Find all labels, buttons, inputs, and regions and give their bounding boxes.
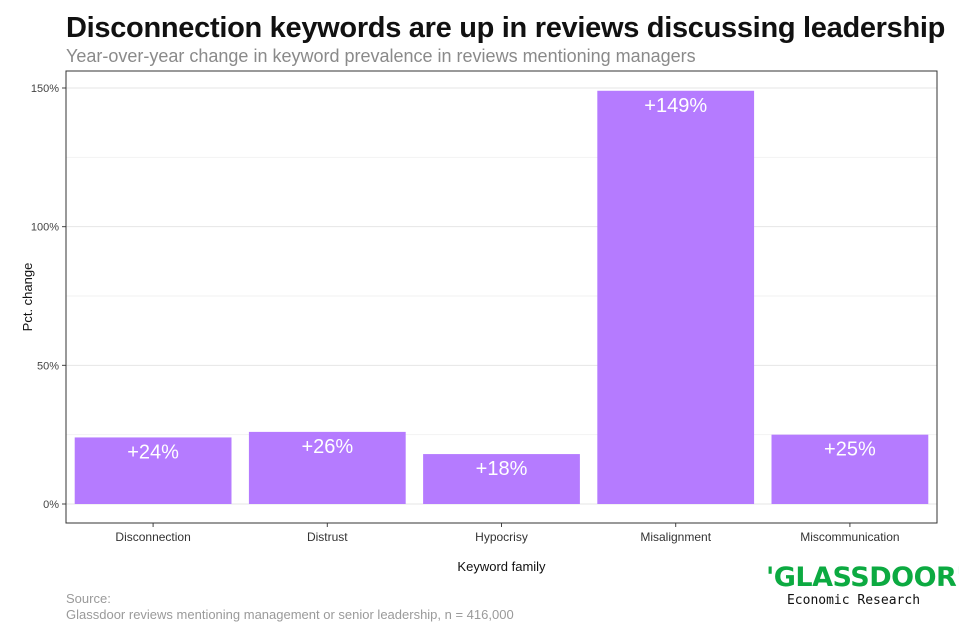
x-tick-label: Hypocrisy [475,530,528,544]
bar-data-label: +18% [476,458,528,480]
y-tick-label: 100% [31,222,59,234]
bar-data-label: +24% [127,441,179,463]
x-tick-label: Misalignment [640,530,711,544]
bar [248,431,406,504]
plot-border [65,70,938,524]
x-tick-label: Disconnection [115,530,190,544]
bar [597,90,755,505]
source-label: Source: [66,591,111,606]
source-text: Glassdoor reviews mentioning management … [66,607,514,622]
x-tick-label: Miscommunication [800,530,899,544]
bar-data-label: +25% [824,439,876,461]
x-tick-label: Distrust [307,530,348,544]
bar [423,454,580,504]
logo-wordmark: 'GLASSDOOR' [766,562,959,593]
chart-subtitle: Year-over-year change in keyword prevale… [66,46,696,66]
bar [74,437,232,504]
chart-title: Disconnection keywords are up in reviews… [66,12,946,44]
glassdoor-logo: 'GLASSDOOR' Economic Research [766,562,959,609]
y-tick-label: 50% [37,360,59,372]
y-tick-label: 150% [31,83,59,95]
y-tick-label: 0% [43,499,59,511]
bar-data-label: +26% [301,436,353,458]
y-axis-title: Pct. change [20,263,35,332]
x-axis-title: Keyword family [457,559,546,574]
source-note: Source: Glassdoor reviews mentioning man… [66,591,514,623]
bar-data-label: +149% [644,95,707,117]
bar [771,434,929,504]
logo-tagline: Economic Research [786,593,921,608]
